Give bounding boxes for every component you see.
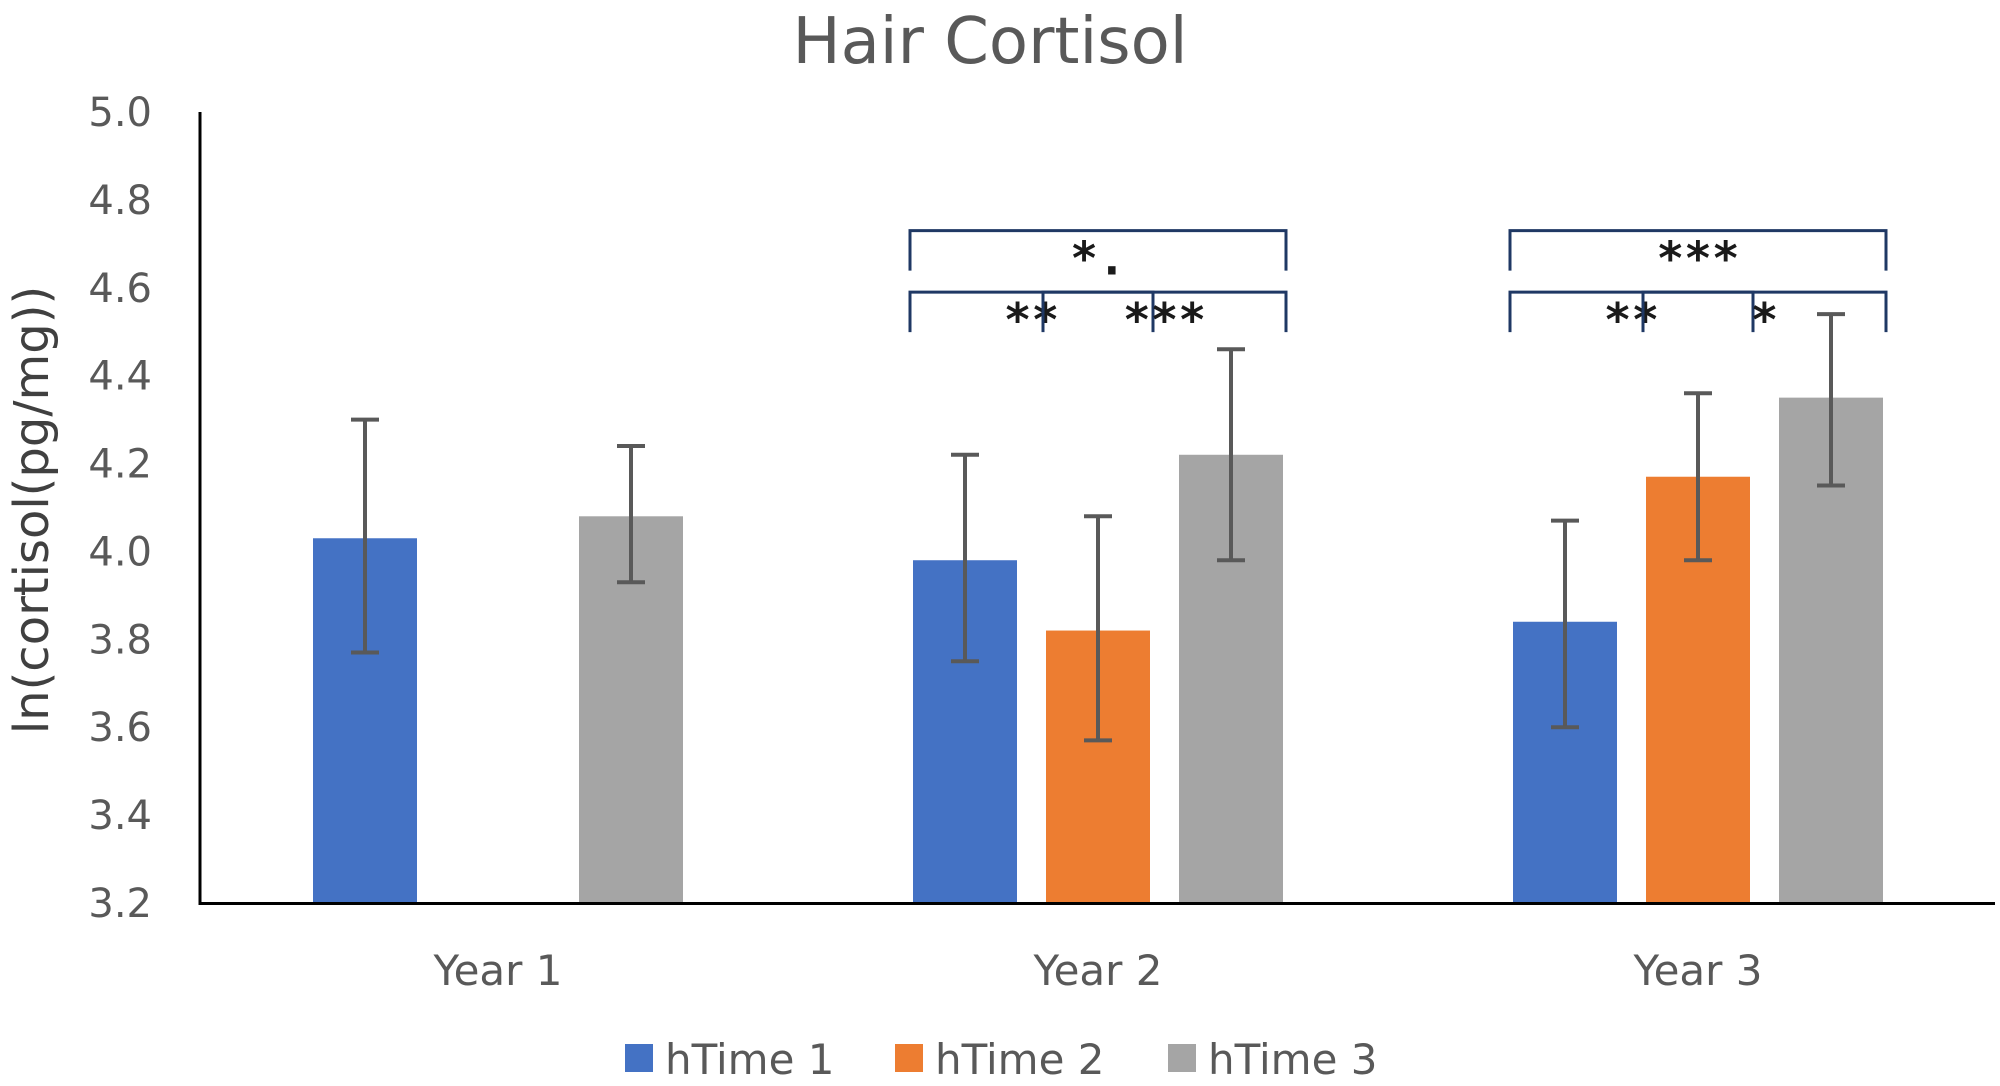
y-tick-label: 3.4 [88, 793, 152, 839]
error-bar [951, 452, 979, 664]
significance-label: ** [1604, 293, 1659, 347]
legend-item: hTime 3 [1168, 1035, 1377, 1084]
error-bar [1684, 391, 1712, 563]
y-tick-label: 3.8 [88, 617, 152, 663]
y-tick-label: 4.6 [88, 266, 152, 312]
error-bar [617, 443, 645, 585]
x-tick-label: Year 2 [1033, 946, 1163, 995]
significance-label: *** [1656, 232, 1739, 286]
significance-bracket: *. [908, 229, 1288, 286]
legend-swatch [895, 1044, 923, 1072]
significance-bracket: ** [1508, 290, 1755, 347]
legend-item: hTime 1 [625, 1035, 834, 1084]
x-tick-label: Year 1 [433, 946, 563, 995]
legend: hTime 1 hTime 2 hTime 3 [625, 1035, 1377, 1084]
significance-bracket: ** [908, 290, 1155, 347]
legend-label: hTime 1 [665, 1035, 834, 1084]
y-tick-label: 3.6 [88, 705, 152, 751]
y-tick-label: 4.4 [88, 354, 152, 400]
y-axis-label: ln(cortisol(pg/mg)) [4, 286, 60, 734]
chart-title: Hair Cortisol [792, 5, 1187, 79]
error-bar [1084, 514, 1112, 743]
error-bar [1217, 347, 1245, 563]
significance-brackets: ** ****.** **** [908, 229, 1888, 347]
x-axis-ticks: Year 1 Year 2 Year 3 [433, 946, 1763, 995]
error-bar [1551, 518, 1579, 730]
y-tick-label: 5.0 [88, 90, 152, 136]
significance-label: *. [1070, 232, 1125, 286]
significance-label: ** [1004, 293, 1059, 347]
y-tick-label: 4.2 [88, 442, 152, 488]
significance-bracket: * [1641, 290, 1888, 347]
legend-label: hTime 2 [935, 1035, 1104, 1084]
y-tick-label: 3.2 [88, 881, 152, 927]
legend-swatch [625, 1044, 653, 1072]
legend-swatch [1168, 1044, 1196, 1072]
legend-label: hTime 3 [1208, 1035, 1377, 1084]
significance-bracket: *** [1041, 290, 1288, 347]
error-bars [351, 312, 1845, 743]
y-tick-label: 4.0 [88, 529, 152, 575]
x-tick-label: Year 3 [1633, 946, 1763, 995]
error-bar [1817, 312, 1845, 488]
y-tick-label: 4.8 [88, 178, 152, 224]
significance-label: *** [1123, 293, 1206, 347]
legend-item: hTime 2 [895, 1035, 1104, 1084]
error-bar [351, 417, 379, 655]
significance-bracket: *** [1508, 229, 1888, 286]
y-axis-ticks: 3.2 3.4 3.6 3.8 4.0 4.2 4.4 4.6 4.8 5.0 [88, 90, 152, 927]
significance-label: * [1751, 293, 1779, 347]
